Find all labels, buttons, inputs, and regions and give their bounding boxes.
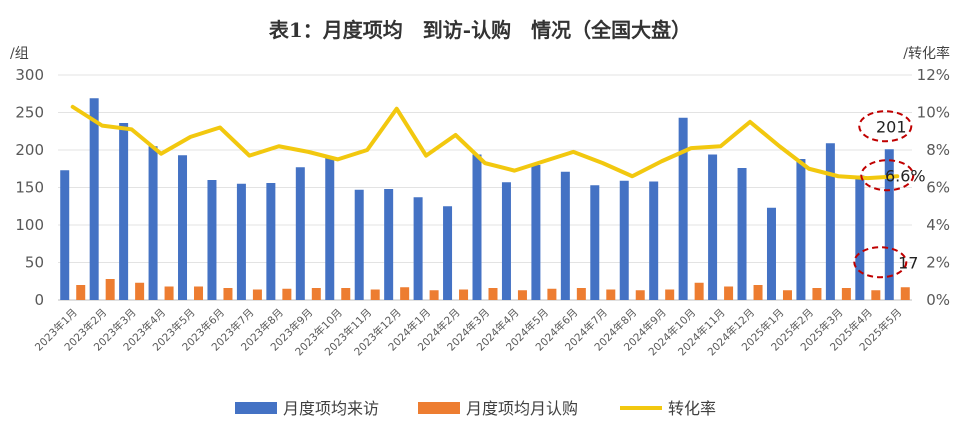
visits-bar [678, 117, 688, 300]
subscriptions-bar [606, 289, 616, 300]
line-series [70, 104, 900, 181]
subscriptions-bar [517, 290, 527, 300]
right-axis-ticks: 0% 2% 4% 6% 8% 10% 12% [917, 66, 950, 309]
right-tick-label: 4% [926, 216, 950, 234]
visits-bar [649, 181, 659, 300]
visits-bar [354, 189, 364, 300]
legend-swatch [235, 402, 277, 414]
subscriptions-bar [547, 288, 557, 300]
subscriptions-bar [576, 288, 586, 300]
subscriptions-bar [635, 290, 645, 300]
visits-bar [619, 180, 629, 300]
right-tick-label: 0% [926, 291, 950, 309]
subscriptions-bar [694, 282, 704, 300]
visits-bar [443, 206, 453, 300]
legend-label: 月度项均月认购 [466, 399, 578, 418]
subscriptions-bar [841, 288, 851, 300]
annotation-label: 6.6% [885, 166, 926, 185]
visits-bar [325, 157, 335, 300]
visits-bar [855, 175, 865, 300]
visits-bar [119, 123, 129, 300]
left-tick-label: 200 [15, 141, 44, 159]
left-tick-label: 250 [15, 104, 44, 122]
subscriptions-bar [724, 286, 734, 300]
visits-bar [236, 183, 246, 300]
subscriptions-bar [900, 287, 910, 300]
left-tick-label: 50 [25, 254, 44, 272]
subscriptions-bar [488, 288, 498, 300]
visits-bar [148, 146, 158, 300]
legend: 月度项均来访 月度项均月认购 转化率 [235, 399, 716, 418]
visits-bar [737, 168, 747, 300]
visits-bar [708, 154, 718, 300]
visits-bar [178, 155, 188, 300]
left-tick-label: 300 [15, 66, 44, 84]
left-axis-label: /组 [10, 46, 29, 62]
visits-bar [295, 167, 305, 300]
visits-bar [884, 149, 894, 300]
annotation-circle [860, 159, 915, 192]
subscriptions-bar [370, 289, 380, 300]
subscriptions-bar [341, 288, 351, 300]
right-axis-label: /转化率 [903, 45, 950, 62]
legend-label: 月度项均来访 [283, 399, 379, 418]
chart-title: 表1：月度项均 到访-认购 情况（全国大盘） [269, 18, 691, 42]
visits-bar [825, 143, 835, 300]
annotation-label: 201 [876, 117, 907, 136]
visits-bar [384, 189, 394, 300]
subscriptions-bar [459, 289, 469, 300]
right-tick-label: 2% [926, 254, 950, 272]
right-tick-label: 12% [917, 66, 950, 84]
subscriptions-bar [135, 282, 145, 300]
subscriptions-bar [665, 289, 675, 300]
subscriptions-bar [753, 285, 763, 300]
bar-series [60, 98, 910, 300]
subscriptions-bar [429, 290, 439, 300]
gridlines [58, 74, 912, 301]
subscriptions-bar [782, 290, 792, 300]
visits-bar [266, 183, 276, 300]
visits-bar [472, 154, 482, 300]
right-tick-label: 8% [926, 141, 950, 159]
subscriptions-bar [311, 288, 321, 300]
legend-swatch [418, 402, 460, 414]
legend-label: 转化率 [668, 399, 716, 418]
annotation-label: 17 [898, 253, 918, 272]
visits-bar [590, 185, 600, 300]
annotation-circle [858, 110, 913, 143]
visits-bar [501, 182, 511, 300]
left-tick-label: 0 [34, 291, 44, 309]
subscriptions-bar [400, 287, 410, 300]
annotations: 201 6.6% 17 [853, 110, 926, 279]
subscriptions-bar [223, 288, 233, 300]
visits-bar [766, 207, 776, 300]
subscriptions-bar [194, 286, 204, 300]
visits-bar [207, 180, 217, 300]
subscriptions-bar [812, 288, 822, 300]
conversion-rate-line [70, 104, 900, 181]
visits-bar [796, 159, 806, 300]
visits-bar [560, 171, 570, 300]
subscriptions-bar [282, 288, 292, 300]
subscriptions-bar [871, 290, 881, 300]
subscriptions-bar [105, 279, 115, 300]
annotation-circle [853, 246, 908, 279]
left-tick-label: 150 [15, 179, 44, 197]
left-axis-ticks: 0 50 100 150 200 250 300 [15, 66, 44, 309]
subscriptions-bar [164, 286, 174, 300]
visits-bar [413, 197, 423, 300]
visits-bar [60, 170, 70, 300]
left-tick-label: 100 [15, 216, 44, 234]
right-tick-label: 10% [917, 104, 950, 122]
x-axis-ticks: 2023年1月2023年2月2023年3月2023年4月2023年5月2023年… [32, 306, 904, 358]
subscriptions-bar [252, 289, 262, 300]
visits-bar [531, 165, 541, 300]
visits-bar [89, 98, 99, 300]
subscriptions-bar [76, 285, 86, 300]
right-tick-label: 6% [926, 179, 950, 197]
